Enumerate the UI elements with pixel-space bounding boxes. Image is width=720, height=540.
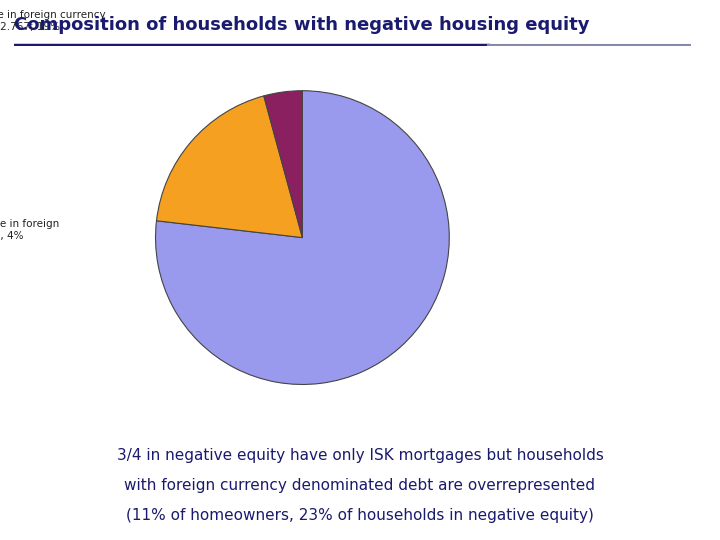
Wedge shape: [264, 91, 302, 238]
Text: Mortgage in foreign currency
and ISK; 2.767; 19%: Mortgage in foreign currency and ISK; 2.…: [0, 10, 105, 31]
Wedge shape: [156, 91, 449, 384]
Text: (11% of homeowners, 23% of households in negative equity): (11% of homeowners, 23% of households in…: [126, 508, 594, 523]
Text: Only mortgage in foreign
currency; 618, 4%: Only mortgage in foreign currency; 618, …: [0, 219, 59, 241]
Wedge shape: [156, 96, 302, 238]
Text: 3/4 in negative equity have only ISK mortgages but households: 3/4 in negative equity have only ISK mor…: [117, 448, 603, 463]
Text: Composition of households with negative housing equity: Composition of households with negative …: [14, 16, 590, 34]
Text: with foreign currency denominated debt are overrepresented: with foreign currency denominated debt a…: [125, 478, 595, 493]
